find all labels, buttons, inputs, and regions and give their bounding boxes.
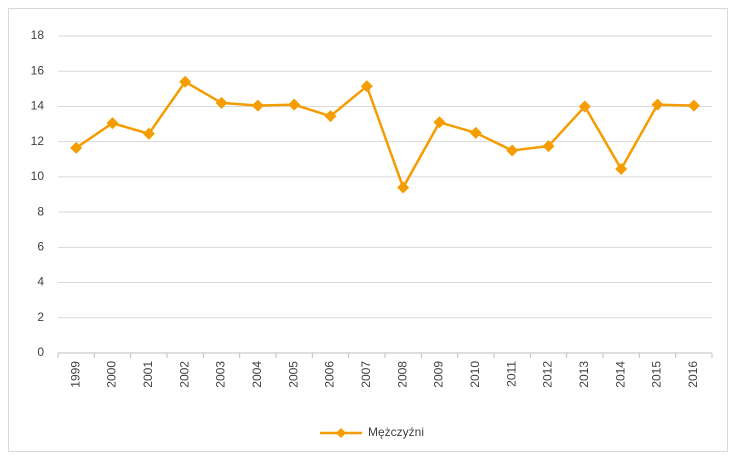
- y-tick-label: 0: [37, 345, 44, 359]
- x-tick-label: 1999: [68, 361, 82, 388]
- y-tick-label: 16: [31, 63, 45, 77]
- data-point: [651, 98, 664, 111]
- data-point: [70, 141, 83, 154]
- data-point: [578, 100, 591, 113]
- data-point: [397, 181, 410, 194]
- x-tick-label: 2007: [359, 361, 373, 388]
- y-tick-label: 2: [37, 310, 44, 324]
- data-point: [251, 99, 264, 112]
- x-tick-label: 2002: [177, 361, 191, 388]
- data-point: [615, 162, 628, 175]
- y-tick-label: 18: [31, 28, 45, 42]
- x-tick-label: 2003: [214, 361, 228, 388]
- legend-marker: [336, 428, 346, 438]
- x-tick-label: 2006: [323, 361, 337, 388]
- data-point: [142, 127, 155, 140]
- x-tick-label: 2005: [286, 361, 300, 388]
- y-tick-label: 12: [31, 134, 45, 148]
- x-tick-label: 2015: [650, 361, 664, 388]
- data-point: [687, 99, 700, 112]
- x-tick-label: 2004: [250, 361, 264, 388]
- series-line: [75, 80, 694, 191]
- x-tick-label: 2000: [105, 361, 119, 388]
- legend-label: Mężczyźni: [368, 425, 424, 439]
- data-point: [469, 126, 482, 139]
- data-point: [215, 96, 228, 109]
- y-tick-label: 14: [31, 99, 45, 113]
- y-tick-label: 10: [31, 169, 45, 183]
- data-point: [179, 75, 192, 88]
- y-tick-label: 6: [37, 240, 44, 254]
- y-tick-label: 4: [37, 275, 44, 289]
- data-point: [288, 98, 301, 111]
- x-tick-label: 2001: [141, 361, 155, 388]
- x-tick-label: 2016: [686, 361, 700, 388]
- data-point: [542, 140, 555, 153]
- data-point: [360, 80, 373, 93]
- x-tick-label: 2014: [613, 361, 627, 388]
- x-tick-label: 2010: [468, 361, 482, 388]
- data-point: [324, 110, 337, 123]
- data-point: [506, 144, 519, 157]
- data-point: [106, 117, 119, 130]
- x-tick-label: 2013: [577, 361, 591, 388]
- x-tick-label: 2009: [432, 361, 446, 388]
- data-point: [433, 116, 446, 129]
- y-tick-label: 8: [37, 204, 44, 218]
- x-tick-label: 2011: [504, 361, 518, 387]
- x-tick-label: 2008: [395, 361, 409, 388]
- x-tick-label: 2012: [541, 361, 555, 388]
